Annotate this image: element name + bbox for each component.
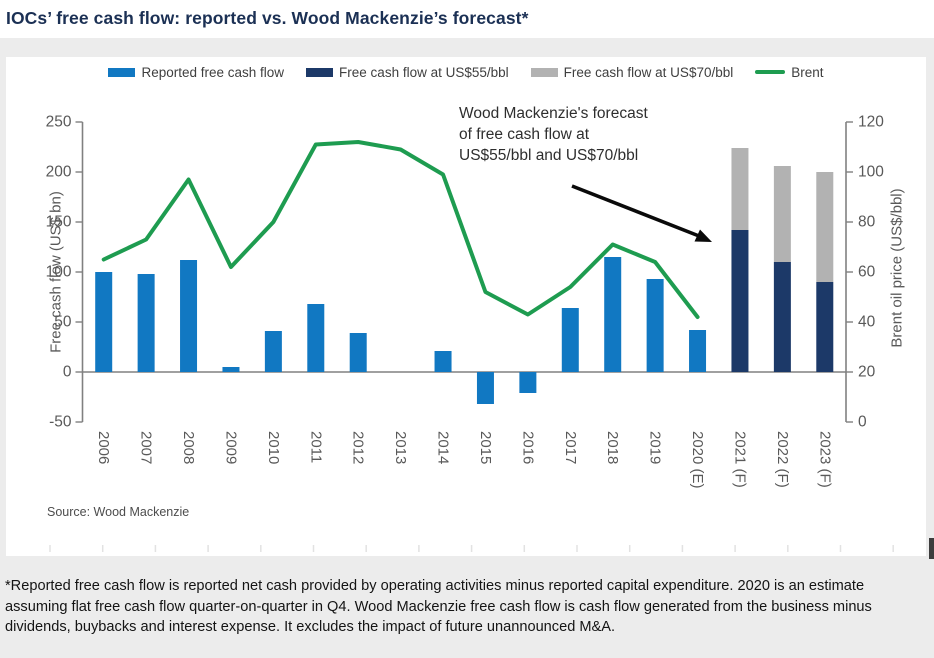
forecast-annotation: Wood Mackenzie's forecast of free cash f… xyxy=(459,103,648,166)
right-axis-tick-label: 100 xyxy=(858,164,884,181)
annotation-line: Wood Mackenzie's forecast xyxy=(459,105,648,122)
x-axis-label: 2018 xyxy=(604,431,621,464)
legend-label: Free cash flow at US$55/bbl xyxy=(339,64,509,80)
left-axis-tick-label: 200 xyxy=(46,164,72,181)
bar-reported-2016 xyxy=(519,372,537,393)
left-axis-tick-label: 100 xyxy=(46,264,72,281)
left-axis-tick-label: 250 xyxy=(46,114,72,131)
bar-reported-2020 xyxy=(689,330,707,372)
bar-reported-2012 xyxy=(349,333,367,372)
title-bar: IOCs’ free cash flow: reported vs. Wood … xyxy=(0,0,934,38)
x-axis-label: 2011 xyxy=(307,431,324,463)
bar-fcf70-2023 xyxy=(816,172,834,282)
x-axis-label: 2007 xyxy=(138,431,155,464)
x-axis-label: 2010 xyxy=(265,431,282,464)
bar-reported-2007 xyxy=(137,274,155,372)
right-axis-tick-label: 60 xyxy=(858,264,876,281)
x-axis-label: 2020 (E) xyxy=(689,431,706,489)
x-axis-label: 2015 xyxy=(477,431,494,464)
bar-fcf70-2022 xyxy=(773,166,791,262)
right-axis-tick-label: 80 xyxy=(858,214,876,231)
x-axis-label: 2012 xyxy=(350,431,367,464)
x-axis-label: 2013 xyxy=(392,431,409,464)
forecast-arrow-icon xyxy=(571,184,712,242)
bar-reported-2015 xyxy=(476,372,494,404)
legend-item-brent: Brent xyxy=(755,64,824,80)
legend-label: Brent xyxy=(791,64,824,80)
bar-reported-2011 xyxy=(307,304,325,372)
x-axis-label: 2008 xyxy=(180,431,197,464)
x-axis-label: 2022 (F) xyxy=(774,431,791,488)
brent-line xyxy=(101,140,700,319)
bar-reported-2014 xyxy=(434,351,452,372)
page-title: IOCs’ free cash flow: reported vs. Wood … xyxy=(6,8,529,28)
scrollbar-thumb[interactable] xyxy=(929,538,934,559)
x-axis-label: 2019 xyxy=(647,431,664,464)
legend-label: Reported free cash flow xyxy=(141,64,285,80)
right-axis-tick-label: 40 xyxy=(858,314,876,331)
x-axis-label: 2021 (F) xyxy=(731,431,748,488)
chart-legend: Reported free cash flow Free cash flow a… xyxy=(6,62,926,82)
bar-reported-2018 xyxy=(604,257,622,372)
right-axis-tick-label: 0 xyxy=(858,414,867,431)
footnote-text: *Reported free cash flow is reported net… xyxy=(5,578,872,636)
bar-reported-2009 xyxy=(222,367,240,372)
x-axis-label: 2016 xyxy=(519,431,536,464)
annotation-line: US$55/bbl and US$70/bbl xyxy=(459,147,639,164)
right-axis-tick-label: 20 xyxy=(858,364,876,381)
bar-reported-2017 xyxy=(561,308,579,372)
bar-fcf55-2021 xyxy=(731,230,749,372)
x-axis-label: 2023 (F) xyxy=(816,431,833,488)
fcf-55bbl-swatch-icon xyxy=(306,67,334,77)
legend-item-fcf-55bbl: Free cash flow at US$55/bbl xyxy=(306,65,509,80)
chart-panel xyxy=(6,57,926,556)
right-axis-tick-label: 120 xyxy=(858,114,884,131)
right-axis-title: Brent oil price (US$/bbl) xyxy=(889,188,906,347)
reported-fcf-swatch-icon xyxy=(108,67,136,77)
x-axis-label: 2009 xyxy=(222,431,239,464)
x-axis-label: 2014 xyxy=(435,431,452,464)
bar-reported-2019 xyxy=(646,279,664,372)
source-text: Source: Wood Mackenzie xyxy=(47,505,190,519)
legend-label: Free cash flow at US$70/bbl xyxy=(563,64,734,80)
bar-fcf55-2023 xyxy=(816,282,834,372)
annotation-line: of free cash flow at xyxy=(459,126,590,143)
left-axis-tick-label: 50 xyxy=(54,314,72,331)
left-axis-title: Free cash flow (US$ bn) xyxy=(48,191,65,353)
legend-item-fcf-70bbl: Free cash flow at US$70/bbl xyxy=(530,64,734,80)
bar-fcf70-2021 xyxy=(731,148,749,230)
bar-reported-2010 xyxy=(264,331,282,372)
bar-reported-2006 xyxy=(95,272,113,372)
left-axis-tick-label: -50 xyxy=(49,414,72,431)
legend-item-reported-fcf: Reported free cash flow xyxy=(108,65,284,80)
left-axis-tick-label: 0 xyxy=(63,364,72,381)
x-axis-label: 2006 xyxy=(95,431,112,464)
fcf-70bbl-swatch-icon xyxy=(530,67,558,77)
left-axis-tick-label: 150 xyxy=(46,214,72,231)
bar-fcf55-2022 xyxy=(773,262,791,372)
bar-reported-2008 xyxy=(180,260,198,372)
brent-line-swatch-icon xyxy=(755,70,786,74)
x-axis-label: 2017 xyxy=(562,431,579,464)
